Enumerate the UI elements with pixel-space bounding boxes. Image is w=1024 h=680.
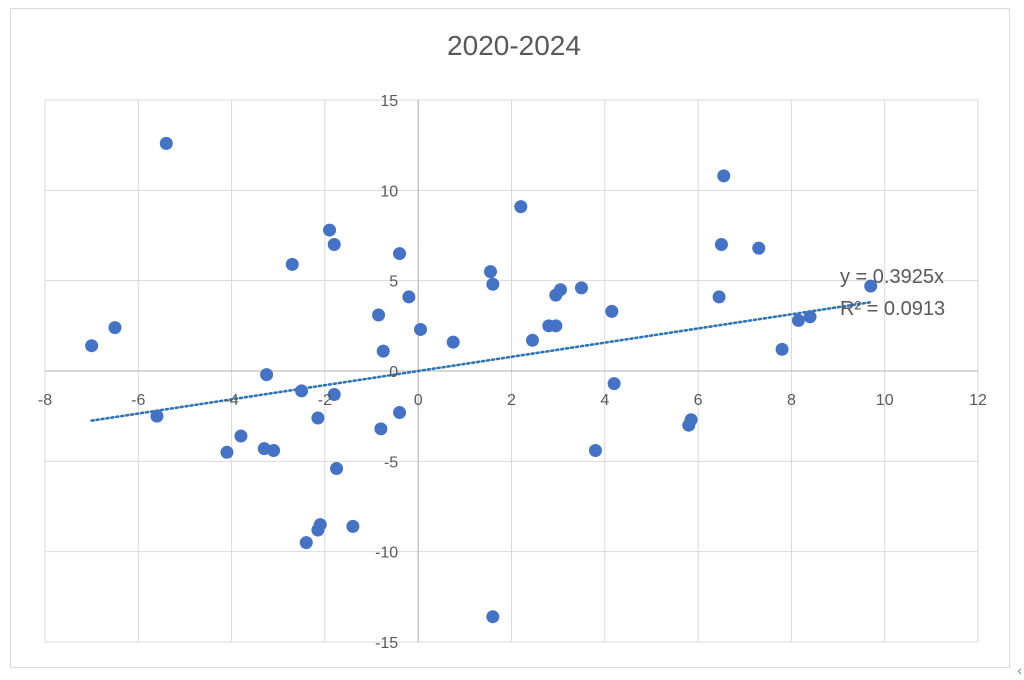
y-tick-label: 5 [389,274,398,291]
data-point [85,339,99,353]
data-point [313,518,327,532]
data-point [684,413,698,427]
x-tick-label: 12 [969,392,987,409]
data-point [376,344,390,358]
trendline-r-squared: R² = 0.0913 [840,298,945,320]
data-point [864,279,878,293]
x-tick-label: 2 [507,392,516,409]
data-point [588,443,602,457]
data-point [486,610,500,624]
data-point [717,169,731,183]
data-point [712,290,726,304]
data-point [330,462,344,476]
data-point [285,257,299,271]
data-point [267,443,281,457]
data-point [393,406,407,420]
data-point [327,238,341,252]
data-point [514,200,528,214]
data-point [484,265,498,279]
y-tick-label: -5 [384,454,398,471]
x-tick-label: -8 [38,392,52,409]
y-tick-label: -15 [375,635,398,652]
data-point [220,445,234,459]
data-point [775,342,789,356]
data-point [393,247,407,261]
data-point [446,335,460,349]
data-point [714,238,728,252]
data-points [85,136,878,624]
data-point [234,429,248,443]
trendline-group [90,300,873,422]
data-point [346,519,360,533]
data-point [607,377,621,391]
data-point [159,136,173,150]
corner-arrow-icon[interactable]: ‹ [1017,662,1022,678]
trendline-equation-group: y = 0.3925x R² = 0.0913 [840,266,945,320]
x-tick-label: 0 [414,392,423,409]
data-point [553,283,567,297]
data-point [525,333,539,347]
x-tick-label: 8 [787,392,796,409]
chart-frame [10,8,1010,668]
y-tick-label: 0 [389,364,398,381]
data-point [299,536,313,550]
trendline [90,300,873,422]
y-tick-label: 15 [380,93,398,110]
y-tick-label: 10 [380,183,398,200]
x-tick-label: 4 [600,392,609,409]
data-point [791,313,805,327]
data-point [374,422,388,436]
trendline-equation: y = 0.3925x [840,266,944,288]
y-tick-label: -10 [375,545,398,562]
data-point [549,319,563,333]
tick-labels: -8 -6 -4 -2 0 2 4 6 8 10 12 -15 -10 -5 0 5 10 15 [38,93,987,652]
data-point [108,321,122,335]
data-point [295,384,309,398]
data-point [414,322,428,336]
data-point [803,310,817,324]
data-point [605,304,619,318]
data-point [311,411,325,425]
data-point [402,290,416,304]
data-point [323,223,337,237]
x-tick-label: -4 [224,392,238,409]
data-point [574,281,588,295]
x-tick-label: -2 [318,392,332,409]
data-point [372,308,386,322]
data-point [150,409,164,423]
data-point [486,277,500,291]
x-tick-label: 6 [694,392,703,409]
x-tick-label: -6 [131,392,145,409]
data-point [327,387,341,401]
chart-title: 2020-2024 [447,30,581,61]
x-tick-label: 10 [876,392,894,409]
data-point [752,241,766,255]
data-point [260,368,274,382]
